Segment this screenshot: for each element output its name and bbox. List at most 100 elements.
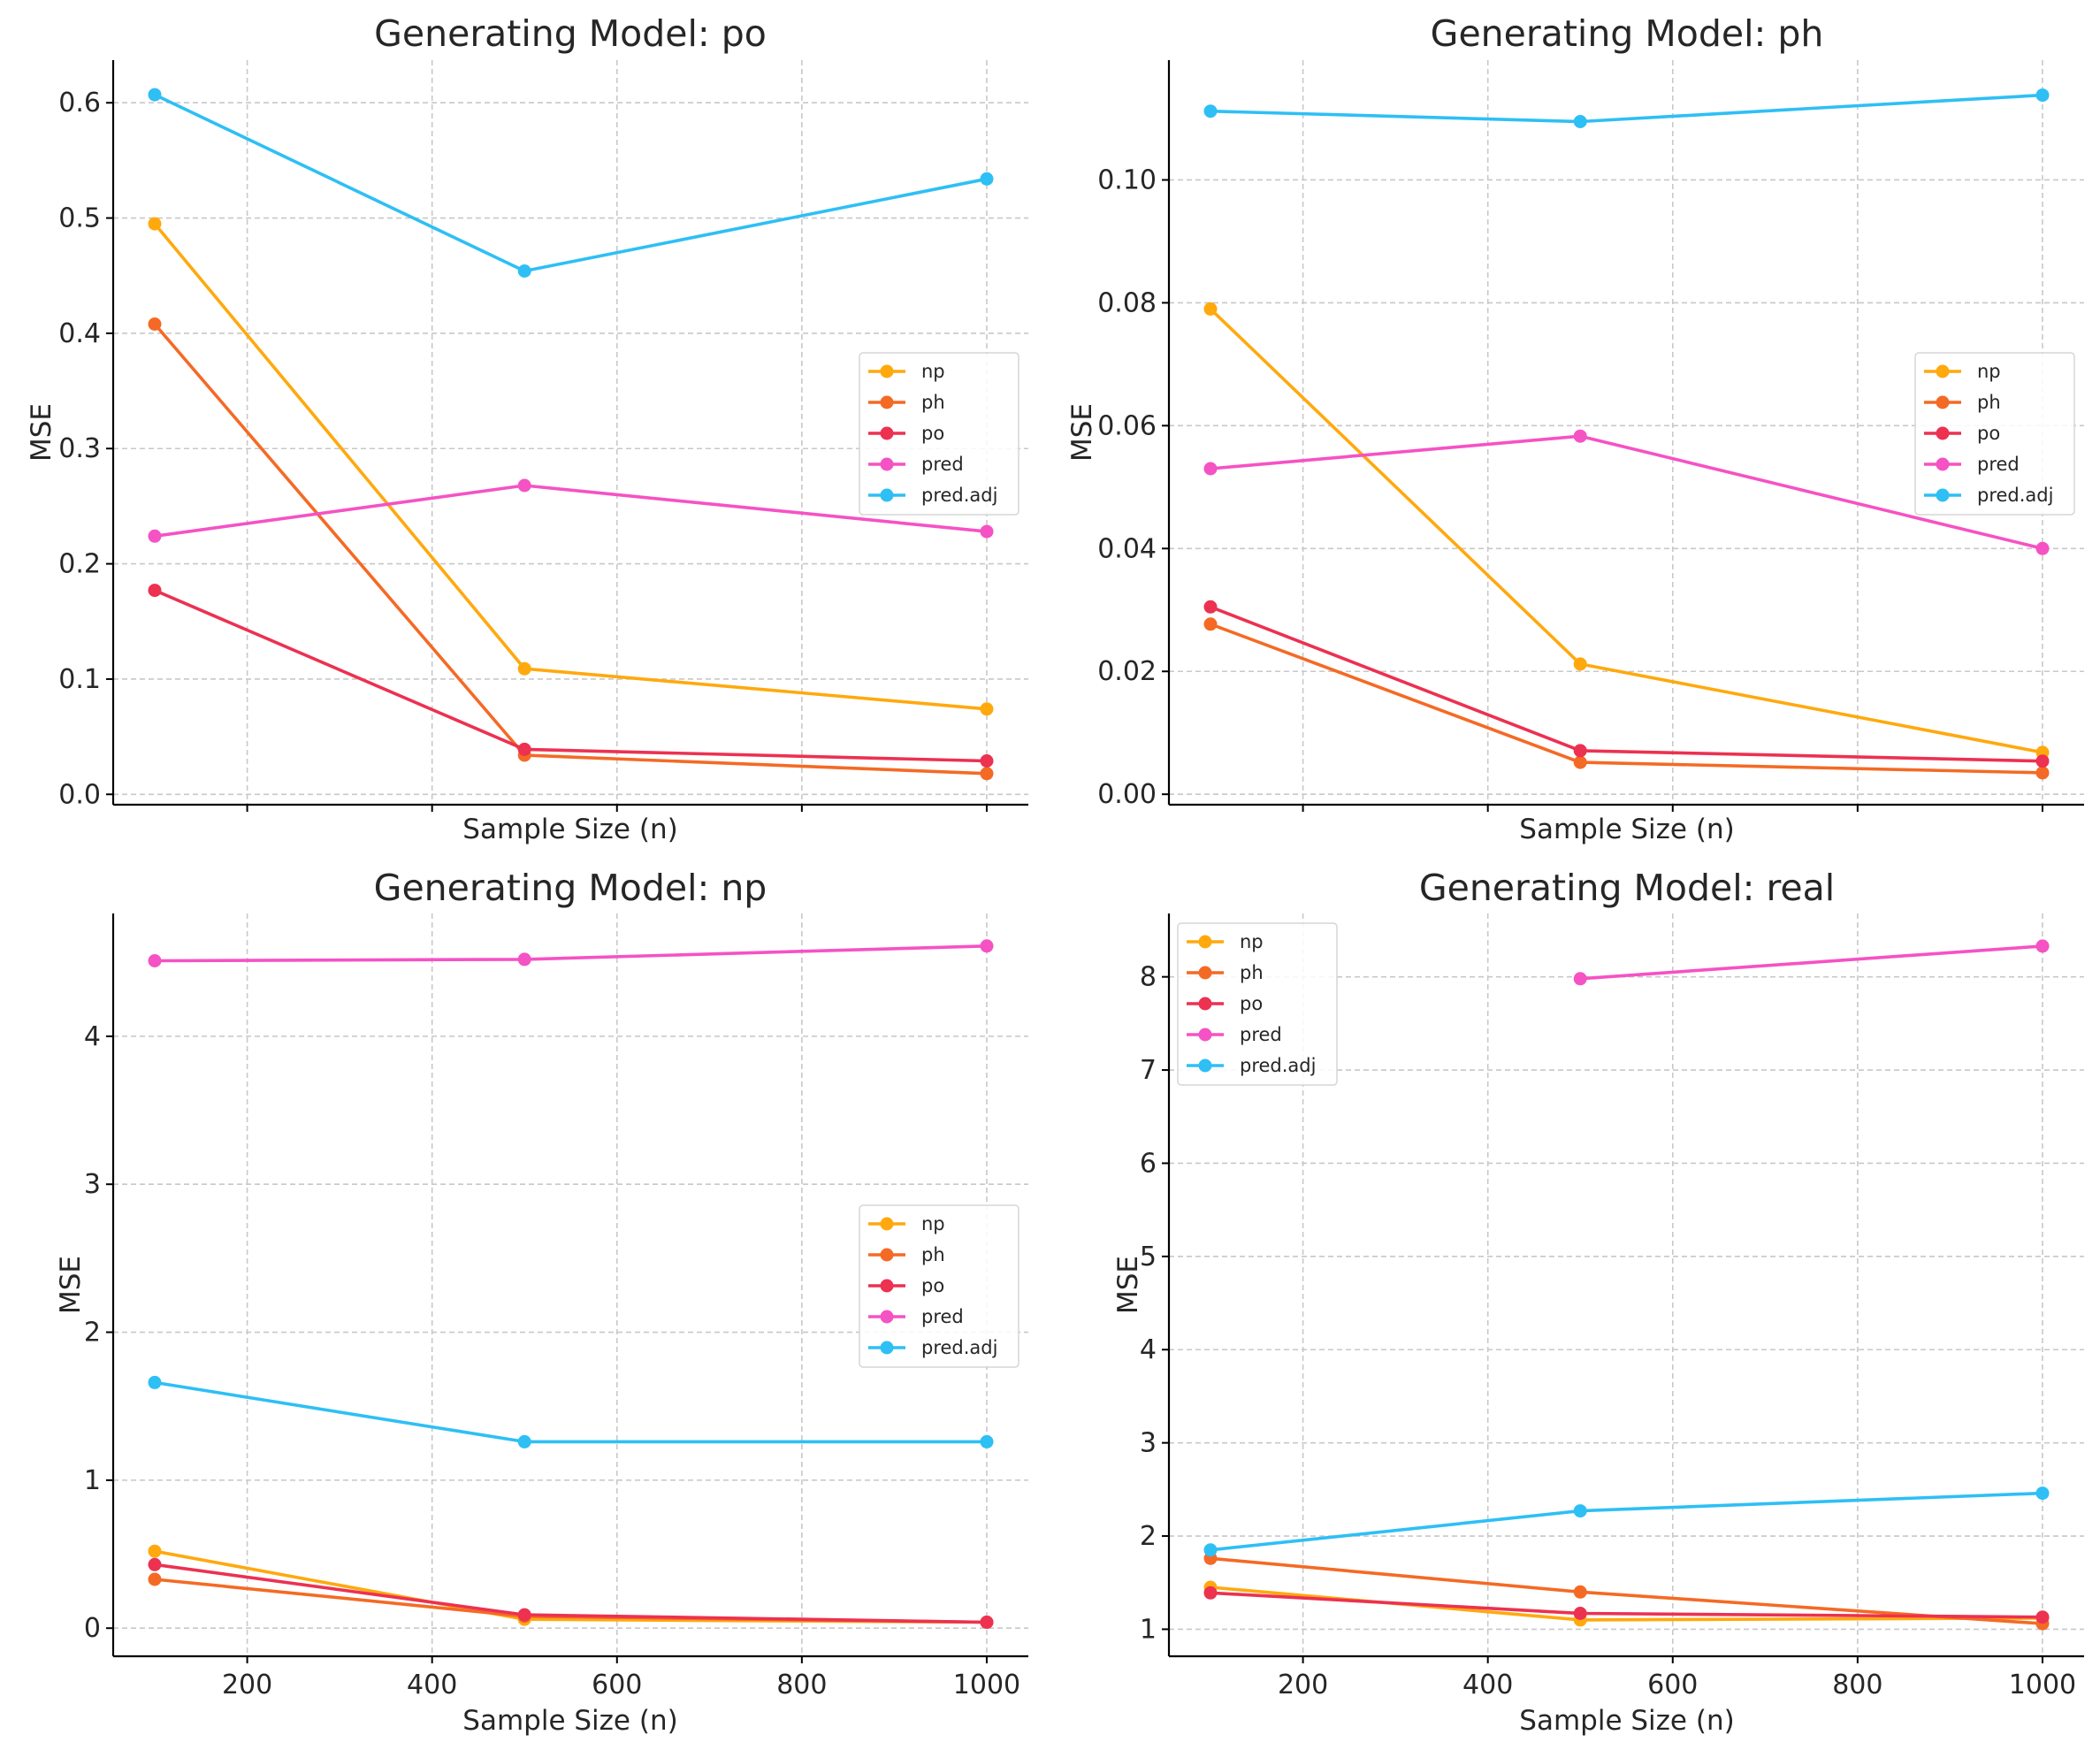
x-tick-label: 800 [1832, 1670, 1882, 1700]
legend-label: pred [921, 454, 964, 475]
legend: np ph po pred pred.adj [859, 1204, 1019, 1368]
y-tick-label: 3 [1140, 1428, 1157, 1459]
series-line-pred [154, 944, 988, 963]
data-point-ph [1573, 755, 1587, 769]
data-point-po [1573, 744, 1587, 758]
y-tick-label: 3 [84, 1169, 101, 1200]
legend-label: pred.adj [921, 485, 997, 506]
data-point-pred [148, 954, 162, 967]
legend-swatch-marker [1936, 426, 1950, 440]
data-point-po [1203, 600, 1218, 614]
legend: np ph po pred pred.adj [1914, 352, 2075, 516]
chart-panel-3: 200 400 600 800 1000 1 2 3 4 5 6 7 8 np ph po pred pred.a… [1112, 867, 2084, 1737]
data-point-pred [517, 478, 531, 493]
data-point-po [1203, 1586, 1218, 1600]
data-point-ph [980, 767, 994, 781]
data-point-pred-adj [517, 1434, 531, 1448]
y-tick-label: 5 [1140, 1242, 1157, 1272]
series-line-pred-adj [1210, 93, 2043, 124]
series-line-pred-adj [154, 1380, 987, 1444]
legend: np ph po pred pred.adj [1177, 922, 1338, 1086]
legend-swatch-marker [880, 457, 894, 471]
y-tick-label: 1 [84, 1465, 101, 1496]
series-line-pred [1580, 944, 2043, 981]
data-point-np [517, 661, 531, 676]
data-point-pred [517, 952, 531, 967]
legend-label: pred.adj [921, 1337, 997, 1358]
legend-label: pred [1977, 454, 2020, 475]
data-point-pred [1573, 972, 1587, 986]
x-tick-label: 1000 [953, 1670, 1020, 1700]
x-axis-label: Sample Size (n) [462, 1705, 677, 1737]
data-point-ph [1203, 617, 1218, 631]
data-point-pred [2035, 939, 2050, 953]
y-tick-label: 4 [1140, 1334, 1157, 1365]
x-tick-label: 200 [1278, 1670, 1328, 1700]
x-axis-label: Sample Size (n) [1519, 1705, 1734, 1737]
y-axis-label: MSE [26, 403, 57, 462]
data-point-pred-adj [2035, 1486, 2050, 1501]
y-tick-label: 8 [1140, 962, 1157, 993]
y-tick-label: 0.0 [58, 779, 101, 810]
y-tick-label: 0.06 [1097, 410, 1157, 441]
y-tick-label: 0.02 [1097, 656, 1157, 687]
y-tick-label: 0.10 [1097, 164, 1157, 195]
legend-swatch-marker [1936, 364, 1950, 378]
x-tick-label: 400 [407, 1670, 457, 1700]
data-point-pred-adj [1203, 104, 1218, 118]
legend-swatch-marker [1936, 395, 1950, 409]
chart-title: Generating Model: real [1419, 867, 1835, 909]
y-tick-label: 0.1 [58, 664, 101, 695]
data-point-pred [980, 939, 994, 953]
data-point-po [148, 1557, 162, 1571]
legend-swatch-marker [880, 364, 894, 378]
x-tick-label: 800 [776, 1670, 827, 1700]
data-point-pred-adj [517, 264, 531, 278]
y-axis-label: MSE [1066, 403, 1098, 462]
legend-label: po [921, 1275, 944, 1296]
legend-box [1177, 922, 1338, 1086]
y-tick-label: 0.4 [58, 318, 101, 349]
x-tick-label: 600 [1647, 1670, 1698, 1700]
y-tick-label: 2 [84, 1318, 101, 1349]
data-point-pred [980, 524, 994, 539]
data-point-po [980, 754, 994, 768]
data-point-pred [148, 529, 162, 543]
legend-swatch-marker [1936, 488, 1950, 502]
legend-swatch-marker [880, 1341, 894, 1355]
data-point-pred [1573, 429, 1587, 443]
legend-label: pred [1240, 1024, 1282, 1045]
y-tick-label: 4 [84, 1021, 101, 1052]
x-tick-label: 200 [222, 1670, 272, 1700]
legend-swatch-marker [880, 395, 894, 409]
data-point-np [148, 217, 162, 231]
y-tick-label: 0.6 [58, 88, 101, 118]
data-point-po [2035, 754, 2050, 768]
series-line-pred-adj [1210, 1491, 2043, 1552]
data-point-po [2035, 1610, 2050, 1624]
chart-title: Generating Model: np [374, 867, 767, 909]
data-point-np [1203, 302, 1218, 316]
data-point-pred-adj [1203, 1543, 1218, 1557]
legend-swatch-marker [880, 1248, 894, 1262]
y-tick-label: 2 [1140, 1521, 1157, 1552]
data-point-po [517, 1608, 531, 1622]
y-axis-label: MSE [55, 1256, 87, 1314]
legend-label: pred [921, 1306, 964, 1327]
legend-label: pred.adj [1977, 485, 2053, 506]
legend-label: ph [1977, 392, 2001, 413]
y-tick-label: 7 [1140, 1055, 1157, 1086]
legend-label: ph [921, 392, 945, 413]
chart-panel-1: 0.00 0.02 0.04 0.06 0.08 0.10 np ph po pred pred.a… [1066, 12, 2084, 845]
x-tick-label: 600 [592, 1670, 642, 1700]
data-point-pred [1203, 462, 1218, 476]
x-axis-label: Sample Size (n) [462, 814, 677, 845]
y-tick-label: 0.08 [1097, 287, 1157, 318]
chart-title: Generating Model: ph [1431, 12, 1824, 55]
data-point-pred [2035, 541, 2050, 555]
legend-label: np [921, 361, 945, 382]
legend-swatch-marker [1198, 935, 1212, 949]
data-point-pred-adj [148, 1375, 162, 1389]
legend-swatch-marker [1198, 1028, 1212, 1042]
